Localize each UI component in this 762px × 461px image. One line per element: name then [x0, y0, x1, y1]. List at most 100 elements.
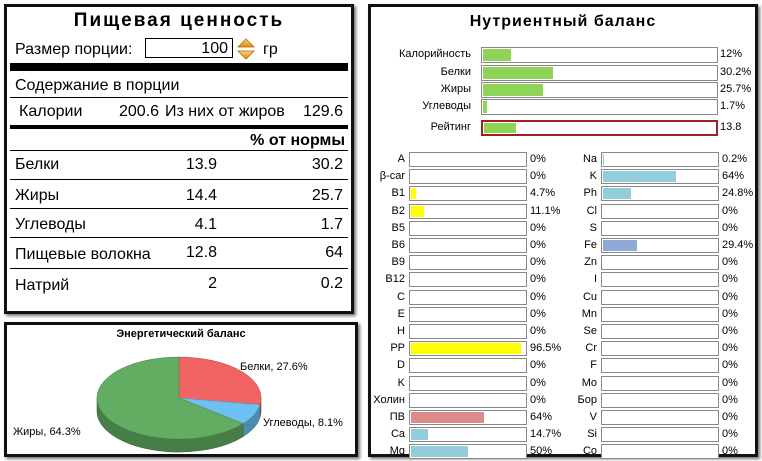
- nutrient-label: Жиры: [15, 187, 60, 204]
- vitamin-pp-value: 96.5%: [530, 342, 562, 354]
- balance-title: Нутриентный баланс: [469, 13, 657, 30]
- nutrient-value: 14.4: [185, 187, 217, 204]
- vitamin-b2-bar-fill: [411, 206, 424, 217]
- divider-thick: [10, 125, 348, 129]
- mineral-cr-value: 0%: [722, 342, 738, 354]
- mineral-cl-label: Cl: [586, 205, 597, 217]
- balance-top-bar: [481, 65, 718, 81]
- nutrient-value: 13.9: [185, 156, 217, 173]
- vitamin-a-value: 0%: [530, 153, 546, 165]
- mineral-mn-bar: [601, 307, 719, 322]
- mineral-zn-bar: [601, 255, 719, 270]
- nutrient-label: Пищевые волокна: [15, 246, 151, 263]
- pie-label-protein: Белки, 27.6%: [240, 361, 308, 373]
- mineral-k-bar-fill: [603, 171, 676, 182]
- vitamin-b6-value: 0%: [530, 239, 546, 251]
- vitamin-e-value: 0%: [530, 308, 546, 320]
- vitamin-k-bar: [409, 376, 527, 391]
- vitamin-b2-label: B2: [391, 205, 405, 217]
- fat-calories-value: 129.6: [302, 103, 343, 120]
- mineral-zn-label: Zn: [584, 256, 597, 268]
- energy-balance-panel: Энергетический баланс Белки, 27.6% Углев…: [4, 322, 358, 457]
- vitamin-e-bar: [409, 307, 527, 322]
- vitamin-k-label: K: [397, 377, 405, 389]
- balance-top-value: 30.2%: [720, 66, 752, 78]
- mineral-k-bar: [601, 169, 719, 184]
- vitamin-β-car-label: β-car: [379, 170, 405, 182]
- vitamin-b2-bar: [409, 204, 527, 219]
- fat-calories-label: Из них от жиров: [165, 103, 285, 120]
- mineral-f-bar: [601, 358, 719, 373]
- vitamin-pp-bar: [409, 341, 527, 356]
- portion-stepper-icon[interactable]: [237, 38, 255, 60]
- mineral-i-label: I: [593, 273, 597, 285]
- nutrition-facts-panel: Пищевая ценность Размер порции: гр Содер…: [4, 4, 354, 314]
- portion-size-input[interactable]: [145, 38, 233, 58]
- pie-label-carbs: Углеводы, 8.1%: [263, 417, 343, 429]
- portion-row: Размер порции: гр: [15, 38, 345, 62]
- vitamin-a-label: A: [397, 153, 405, 165]
- vitamin-mg-value: 50%: [530, 445, 553, 457]
- vitamin-k-value: 0%: [530, 377, 546, 389]
- balance-top-bar: [481, 99, 718, 115]
- vitamin-b6-bar: [409, 238, 527, 253]
- nutrient-pct: 25.7: [311, 187, 343, 204]
- mineral-se-label: Se: [583, 325, 597, 337]
- balance-top-label: Калорийность: [398, 48, 471, 60]
- vitamin-ca-label: Ca: [390, 428, 405, 440]
- mineral-k-label: K: [589, 170, 597, 182]
- mineral-s-value: 0%: [722, 222, 738, 234]
- calories-value: 200.6: [118, 103, 159, 120]
- mineral-i-bar: [601, 272, 719, 287]
- vitamin-b1-label: B1: [391, 187, 405, 199]
- vitamin-b6-label: B6: [391, 239, 405, 251]
- divider: [10, 208, 348, 209]
- divider: [10, 237, 348, 238]
- mineral-cu-label: Cu: [582, 291, 597, 303]
- vitamin-холин-label: Холин: [373, 394, 405, 406]
- balance-top-bar: [481, 47, 718, 63]
- nutrient-balance-panel: Нутриентный баланс Калорийность 12% Белки 3…: [368, 4, 758, 459]
- vitamin-b5-value: 0%: [530, 222, 546, 234]
- vitamin-d-bar: [409, 358, 527, 373]
- mineral-na-bar: [601, 152, 719, 167]
- nutrient-label: Белки: [15, 156, 60, 173]
- vitamin-пв-bar-fill: [411, 412, 484, 423]
- vitamin-ca-bar-fill: [411, 429, 428, 440]
- balance-top-value: 25.7%: [720, 83, 752, 95]
- vitamin-b5-bar: [409, 221, 527, 236]
- divider: [10, 179, 348, 180]
- balance-top-label: Жиры: [440, 83, 471, 95]
- mineral-mn-value: 0%: [722, 308, 738, 320]
- vitamin-b9-bar: [409, 255, 527, 270]
- vitamin-c-label: C: [397, 291, 405, 303]
- vitamin-b1-bar: [409, 186, 527, 201]
- section-label: Содержание в порции: [15, 77, 180, 94]
- portion-unit: гр: [263, 41, 278, 58]
- balance-top-bar: [481, 82, 718, 98]
- vitamin-e-label: E: [397, 308, 405, 320]
- mineral-na-value: 0.2%: [722, 153, 748, 165]
- norm-header: % от нормы: [250, 132, 345, 149]
- vitamin-c-bar: [409, 290, 527, 305]
- mineral-zn-value: 0%: [722, 256, 738, 268]
- vitamin-d-label: D: [397, 359, 405, 371]
- vitamin-b12-bar: [409, 272, 527, 287]
- mineral-se-bar: [601, 324, 719, 339]
- mineral-i-value: 0%: [722, 273, 738, 285]
- vitamin-β-car-bar: [409, 169, 527, 184]
- balance-top-bar-fill: [483, 101, 487, 113]
- vitamin-a-bar: [409, 152, 527, 167]
- vitamin-mg-bar: [409, 444, 527, 459]
- mineral-cu-value: 0%: [722, 291, 738, 303]
- portion-label: Размер порции:: [15, 41, 133, 58]
- mineral-бор-bar: [601, 393, 719, 408]
- vitamin-β-car-value: 0%: [530, 170, 546, 182]
- mineral-бор-value: 0%: [722, 394, 738, 406]
- mineral-si-label: Si: [587, 428, 597, 440]
- nutrient-pct: 0.2: [320, 275, 343, 292]
- vitamin-b9-label: B9: [391, 256, 405, 268]
- mineral-f-label: F: [590, 359, 597, 371]
- pie-slice-fat: [96, 356, 244, 440]
- balance-top-value: 12%: [720, 48, 743, 60]
